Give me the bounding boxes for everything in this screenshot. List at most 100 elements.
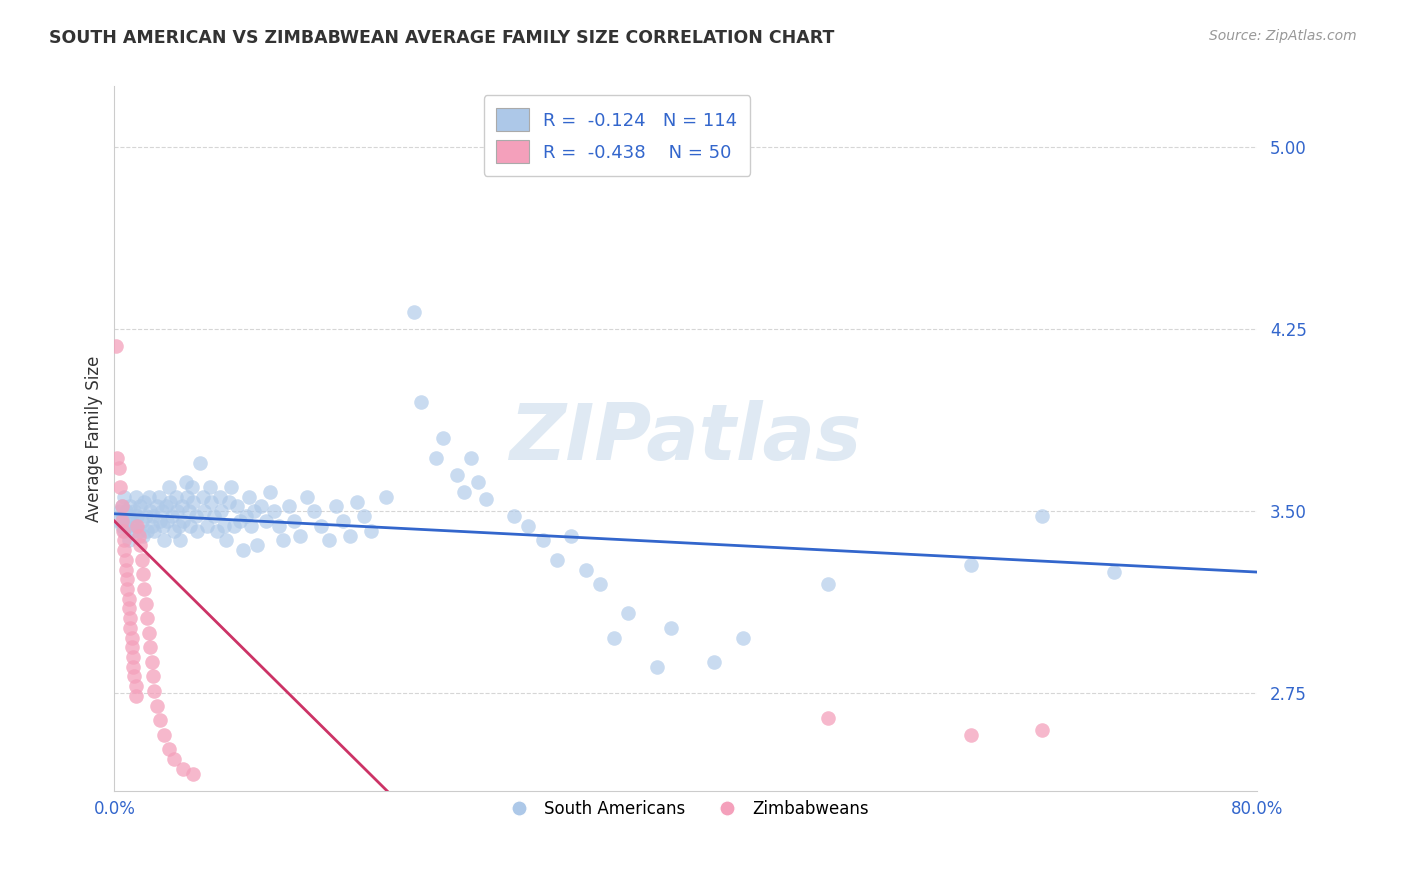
Point [124,504,146,518]
Point [474,492,496,507]
Point [118,533,141,548]
Point [104,339,127,353]
Point [226,500,249,514]
Point [263,504,285,518]
Point [163,752,186,766]
Point [179,519,201,533]
Point [177,504,200,518]
Point [152,519,174,533]
Point [125,490,148,504]
Point [817,577,839,591]
Point [531,533,554,548]
Point [163,524,186,538]
Point [120,611,142,625]
Point [110,514,132,528]
Point [138,490,160,504]
Point [1031,509,1053,524]
Point [125,679,148,693]
Point [120,500,142,514]
Point [214,519,236,533]
Point [460,450,482,465]
Point [136,611,159,625]
Point [166,504,188,518]
Point [659,621,682,635]
Point [246,538,269,552]
Point [129,538,152,552]
Point [160,509,183,524]
Point [238,490,260,504]
Point [186,524,208,538]
Point [105,450,128,465]
Point [157,742,180,756]
Point [132,567,155,582]
Point [209,490,232,504]
Point [141,655,163,669]
Point [332,514,354,528]
Point [617,607,640,621]
Point [112,490,135,504]
Point [731,631,754,645]
Point [503,509,526,524]
Point [118,509,141,524]
Point [120,621,142,635]
Point [374,490,396,504]
Point [127,519,149,533]
Point [267,519,290,533]
Point [191,490,214,504]
Point [446,467,468,482]
Point [122,659,145,673]
Point [318,533,340,548]
Point [221,480,243,494]
Point [110,500,132,514]
Point [240,519,263,533]
Point [139,640,162,655]
Point [127,509,149,524]
Point [125,689,148,703]
Point [121,640,143,655]
Point [277,500,299,514]
Point [339,528,361,542]
Point [170,500,193,514]
Point [159,494,181,508]
Point [129,500,152,514]
Point [283,514,305,528]
Point [560,528,582,542]
Point [232,543,254,558]
Point [703,655,725,669]
Point [960,728,983,742]
Point [181,494,204,508]
Point [117,582,139,596]
Point [467,475,489,490]
Point [353,509,375,524]
Point [118,601,141,615]
Text: Source: ZipAtlas.com: Source: ZipAtlas.com [1209,29,1357,43]
Point [108,504,131,518]
Point [121,514,143,528]
Point [271,533,294,548]
Point [517,519,540,533]
Point [134,582,156,596]
Point [121,631,143,645]
Text: ZIPatlas: ZIPatlas [509,401,862,476]
Point [574,563,596,577]
Point [124,669,146,683]
Point [114,504,136,518]
Point [169,533,191,548]
Point [111,524,134,538]
Point [117,572,139,586]
Point [146,698,169,713]
Point [198,480,221,494]
Point [224,519,246,533]
Point [645,659,668,673]
Point [453,484,475,499]
Point [148,490,170,504]
Point [110,519,132,533]
Point [156,514,179,528]
Point [143,524,166,538]
Point [246,825,269,839]
Point [122,524,145,538]
Point [311,519,333,533]
Point [200,494,222,508]
Point [118,591,141,606]
Point [259,484,281,499]
